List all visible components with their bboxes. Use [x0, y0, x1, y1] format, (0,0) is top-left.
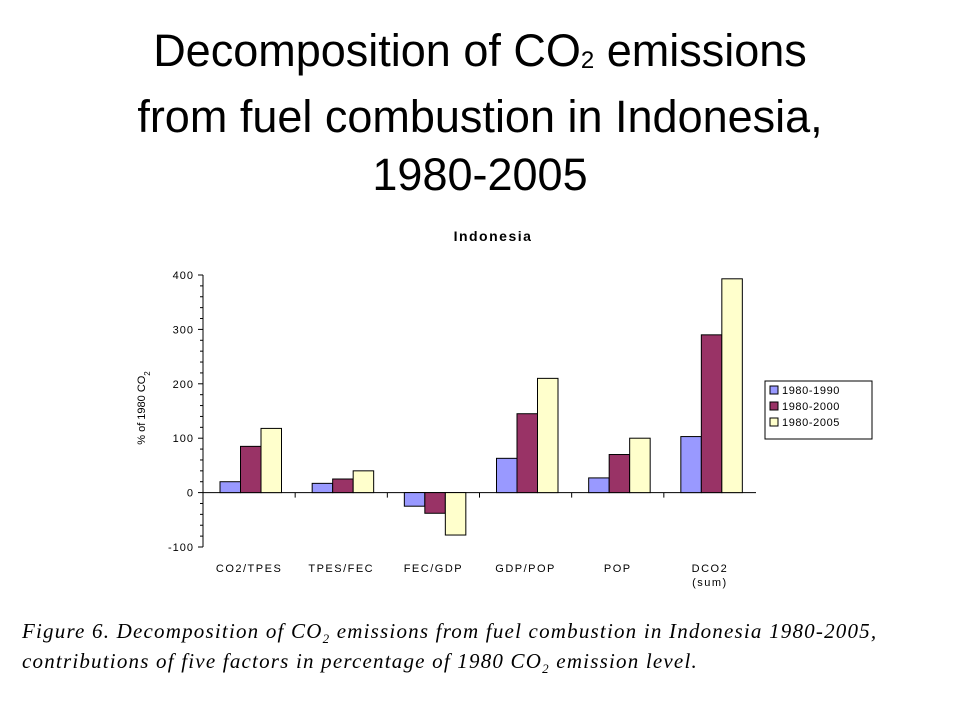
y-tick-label: 100 [173, 433, 194, 445]
bar [403, 492, 426, 507]
bar [516, 413, 538, 494]
x-tick-label: (sum) [692, 577, 728, 589]
slide-title: Decomposition of CO2 emissions from fuel… [0, 22, 960, 204]
bar [680, 436, 702, 494]
bar [537, 377, 559, 494]
caption-line-1: Figure 6. Decomposition of CO2 emissions… [22, 620, 952, 650]
bar [352, 470, 375, 494]
bar [260, 427, 282, 494]
chart-title: Indonesia [454, 228, 533, 244]
legend-swatch [769, 417, 779, 427]
figure-caption: Figure 6. Decomposition of CO2 emissions… [22, 620, 952, 680]
x-tick-label: POP [604, 563, 632, 575]
caption-subscript: 2 [542, 661, 550, 677]
y-axis-label: % of 1980 CO2 [136, 371, 152, 445]
y-axis-label-text: % of 1980 CO [136, 375, 148, 445]
bar [444, 492, 467, 536]
y-tick-label: 400 [173, 270, 194, 282]
legend-label: 1980-2005 [782, 417, 840, 429]
x-tick-label: DCO2 [692, 563, 729, 575]
bar [219, 481, 241, 494]
caption-subscript: 2 [322, 631, 331, 647]
bar [332, 478, 354, 494]
x-tick-label: CO2/TPES [216, 563, 282, 575]
y-tick-label: 300 [173, 324, 194, 336]
x-tick-label: FEC/GDP [404, 563, 463, 575]
legend-label: 1980-1990 [782, 385, 840, 397]
bar [629, 437, 651, 494]
caption-text: emissions from fuel combustion in Indone… [330, 619, 878, 643]
slide-title-line-1: Decomposition of CO2 emissions [0, 22, 960, 88]
bar [240, 445, 262, 494]
bar [608, 454, 631, 494]
title-subscript: 2 [580, 47, 595, 74]
slide-title-line-2: from fuel combustion in Indonesia, [137, 91, 823, 142]
caption-text: emission level. [549, 649, 698, 674]
x-tick-label: GDP/POP [495, 563, 556, 575]
caption-line-2: contributions of five factors in percent… [22, 650, 952, 680]
y-tick-label: 0 [187, 488, 194, 500]
legend-swatch [769, 401, 779, 411]
y-tick-label: -100 [168, 542, 194, 554]
x-tick-label: TPES/FEC [308, 563, 374, 575]
caption-text: Figure 6. Decomposition of CO [22, 619, 323, 643]
slide-title-line-3: 1980-2005 [372, 149, 588, 200]
title-text: Decomposition of CO [153, 25, 581, 76]
bar [496, 457, 518, 494]
bar [700, 334, 723, 494]
legend-label: 1980-2000 [782, 401, 840, 413]
legend-box [764, 380, 873, 440]
bar [588, 477, 610, 494]
title-text: emissions [594, 25, 807, 76]
bar [424, 492, 446, 514]
caption-text: contributions of five factors in percent… [22, 649, 543, 674]
y-tick-label: 200 [173, 379, 194, 391]
legend-swatch [769, 385, 779, 395]
bar [311, 482, 334, 494]
bar [721, 278, 743, 494]
y-axis-label-subscript: 2 [143, 371, 152, 376]
